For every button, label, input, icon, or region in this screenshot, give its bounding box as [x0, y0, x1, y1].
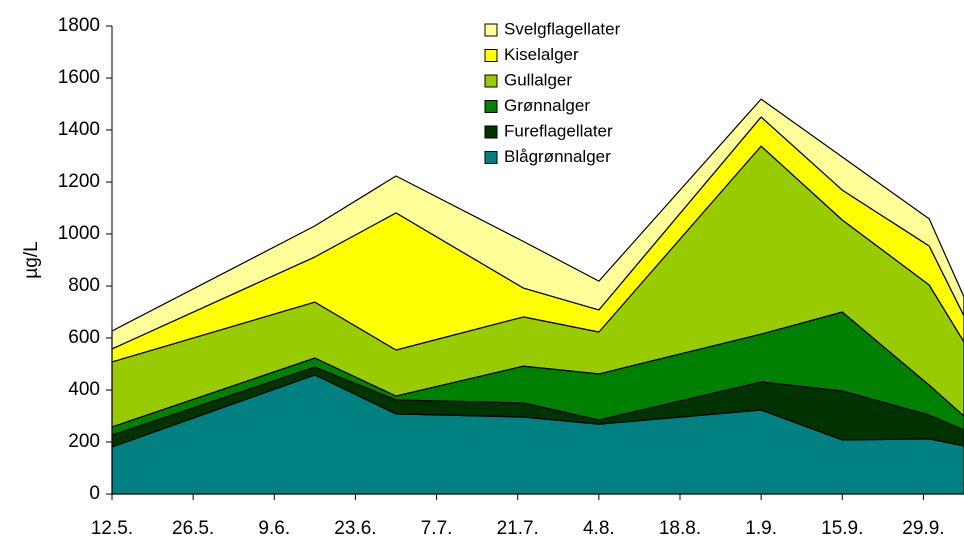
y-tick-label: 800: [68, 275, 100, 296]
y-tick-label: 1800: [58, 15, 100, 36]
legend-label: Blågrønnalger: [504, 147, 611, 166]
legend-swatch: [484, 151, 498, 164]
x-tick-label: 29.9.: [902, 518, 944, 539]
legend-label: Gullalger: [504, 70, 572, 89]
area: [111, 98, 964, 350]
legend-label: Kiselalger: [504, 45, 579, 64]
x-tick-label: 7.7.: [421, 518, 453, 539]
legend: Blågrønnalger Fureflagellater Grønnalger Gu…: [484, 19, 621, 166]
y-tick-label: 1600: [58, 67, 100, 88]
x-tick-label: 1.9.: [745, 518, 777, 539]
y-tick-label: 0: [89, 483, 100, 504]
x-tick-label: 23.6.: [334, 518, 376, 539]
legend-swatch: [484, 49, 498, 62]
x-tick-label: 15.9.: [821, 518, 863, 539]
y-tick-label: 600: [68, 327, 100, 348]
legend-swatch: [484, 23, 498, 37]
y-tick-label: 1200: [58, 171, 100, 192]
x-tick-label: 12.5.: [91, 518, 133, 539]
x-tick-label: 26.5.: [172, 518, 214, 539]
y-tick-label: 400: [68, 379, 100, 400]
x-tick-label: 9.6.: [258, 518, 290, 539]
legend-swatch: [484, 74, 498, 88]
x-tick-label: 18.8.: [659, 518, 701, 539]
legend-label: Svelgflagellater: [504, 19, 621, 38]
legend-swatch: [484, 100, 498, 113]
y-axis-label: µg/L: [21, 241, 42, 278]
y-tick-label: 1400: [58, 119, 100, 140]
y-tick-label: 1000: [58, 223, 100, 244]
x-tick-label: 21.7.: [497, 518, 539, 539]
x-tick-label: 4.8.: [583, 518, 615, 539]
legend-swatch: [484, 125, 498, 139]
legend-label: Grønnalger: [504, 96, 590, 115]
legend-label: Fureflagellater: [504, 121, 613, 140]
y-tick-label: 200: [68, 431, 100, 452]
